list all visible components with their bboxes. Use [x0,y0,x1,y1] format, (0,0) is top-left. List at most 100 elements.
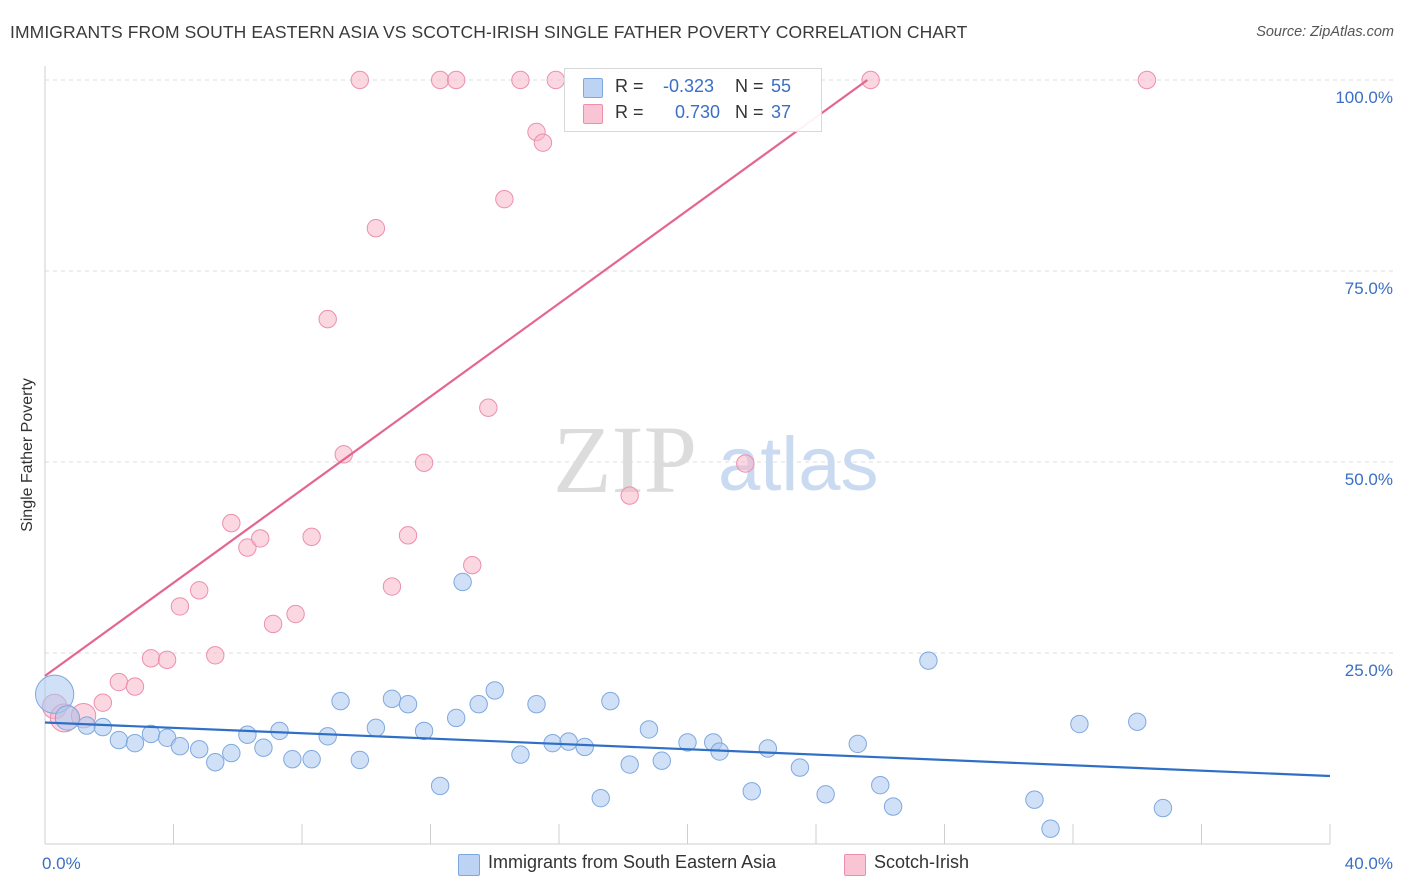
legend-r-value: 0.730 [675,102,721,122]
y-tick-label: 100.0% [1335,88,1393,107]
data-point [170,597,190,616]
data-point [251,529,270,548]
trend-line-immigrants-sea [44,721,1331,778]
data-point [398,694,418,714]
y-tick-label: 50.0% [1345,470,1393,489]
data-point [430,776,450,796]
bottom-legend-label: Scotch-Irish [874,852,970,872]
data-point [652,751,671,770]
data-point [463,555,482,575]
data-point [575,737,594,757]
data-point [206,646,225,665]
data-point [790,758,810,777]
data-point [254,738,273,757]
data-point [430,70,450,90]
data-point [620,755,639,774]
legend-n-value: 37 [771,102,792,122]
data-point [35,674,75,714]
data-point [109,730,129,750]
grid-lines [45,79,1395,654]
bottom-legend-swatch-pink [844,854,866,876]
watermark: ZIP atlas [553,406,879,513]
data-point [639,720,659,739]
data-point [302,750,321,769]
data-point [350,750,370,770]
data-point [871,775,890,795]
data-point [318,309,337,329]
data-point [54,705,81,731]
data-point [414,721,434,741]
data-point [382,689,402,709]
legend-swatch-blue [583,78,603,98]
data-point [206,753,225,772]
data-point [742,782,761,801]
data-point [350,70,370,90]
data-point [495,189,514,209]
data-point [485,681,504,700]
data-point [141,649,161,668]
data-point [620,486,639,505]
legend-r-label: R = [615,76,644,96]
data-point [591,788,610,808]
data-point [238,725,257,744]
bottom-legend-swatch-blue [458,854,480,876]
data-point [883,797,903,816]
data-point [758,739,778,758]
data-point [263,614,283,634]
data-point [736,454,755,473]
data-point [511,70,530,90]
data-point [447,708,466,728]
data-point [1128,712,1147,731]
correlation-legend: R = -0.323 N = 55 R = 0.730 N = 37 [564,68,822,132]
data-point [157,650,177,670]
data-point [222,513,241,533]
data-point [93,717,113,737]
tick-labels: 25.0% 50.0% 75.0% 100.0% 0.0% 40.0% [42,88,1393,873]
data-point [546,70,565,90]
data-point [286,604,305,624]
y-tick-label: 25.0% [1345,661,1393,680]
data-point [190,581,209,600]
data-point [414,453,434,472]
series-scotch-irish [41,70,1157,733]
data-point [848,734,867,754]
data-point [511,745,530,764]
legend-swatch-pink [583,104,603,124]
data-point [601,691,620,711]
chart-title: IMMIGRANTS FROM SOUTH EASTERN ASIA VS SC… [10,22,968,42]
series-immigrants-sea [35,572,1173,838]
bottom-legend-label: Immigrants from South Eastern Asia [488,852,777,872]
x-tick-label-max: 40.0% [1345,854,1393,873]
trend-line-scotch-irish [44,79,869,677]
data-point [125,733,145,753]
data-point [238,538,257,557]
data-point [382,577,402,596]
data-point [678,733,697,752]
data-point [109,672,129,692]
data-point [861,70,880,90]
data-point [479,398,498,417]
legend-n-label: N = [735,102,764,122]
data-point [222,743,241,763]
legend-r-label: R = [615,102,644,122]
data-point [398,526,418,545]
data-point [190,740,209,759]
legend-n-label: N = [735,76,764,96]
data-point [453,572,472,592]
data-point [919,651,938,670]
y-tick-label: 75.0% [1345,279,1393,298]
data-point [366,718,386,738]
trend-lines [44,79,1331,778]
legend-n-value: 55 [771,76,792,96]
data-point [559,732,578,751]
data-point [533,133,553,152]
data-point [1070,714,1089,734]
data-point [270,721,289,741]
data-point [447,70,466,90]
data-point [1025,790,1044,809]
data-point [366,219,386,238]
data-point [318,727,337,746]
data-point [1041,819,1060,838]
data-point [469,694,488,714]
